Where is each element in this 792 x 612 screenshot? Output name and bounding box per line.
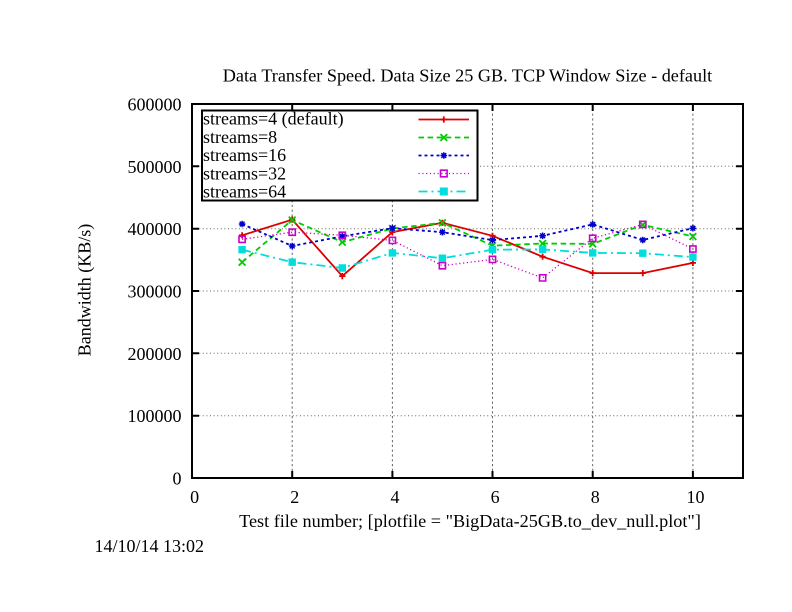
svg-text:100000: 100000 bbox=[128, 406, 182, 426]
svg-text:500000: 500000 bbox=[128, 157, 182, 177]
svg-text:streams=32: streams=32 bbox=[203, 163, 286, 183]
svg-text:streams=8: streams=8 bbox=[203, 127, 277, 147]
svg-text:200000: 200000 bbox=[128, 344, 182, 364]
svg-text:4: 4 bbox=[391, 487, 400, 507]
svg-text:600000: 600000 bbox=[128, 95, 182, 115]
svg-text:14/10/14 13:02: 14/10/14 13:02 bbox=[95, 536, 205, 556]
svg-text:400000: 400000 bbox=[128, 219, 182, 239]
svg-text:streams=4 (default): streams=4 (default) bbox=[203, 109, 344, 130]
svg-text:8: 8 bbox=[591, 487, 600, 507]
svg-text:Data Transfer Speed. Data Size: Data Transfer Speed. Data Size 25 GB. TC… bbox=[223, 66, 712, 86]
svg-text:Bandwidth (KB/s): Bandwidth (KB/s) bbox=[75, 224, 96, 357]
svg-text:300000: 300000 bbox=[128, 282, 182, 302]
svg-text:0: 0 bbox=[190, 487, 199, 507]
svg-text:0: 0 bbox=[173, 469, 182, 489]
svg-text:Test file number; [plotfile =: Test file number; [plotfile = "BigData-2… bbox=[239, 511, 701, 531]
svg-text:6: 6 bbox=[491, 487, 500, 507]
svg-text:streams=16: streams=16 bbox=[203, 145, 286, 165]
svg-text:2: 2 bbox=[290, 487, 299, 507]
svg-text:streams=64: streams=64 bbox=[203, 182, 286, 202]
svg-text:10: 10 bbox=[687, 487, 705, 507]
